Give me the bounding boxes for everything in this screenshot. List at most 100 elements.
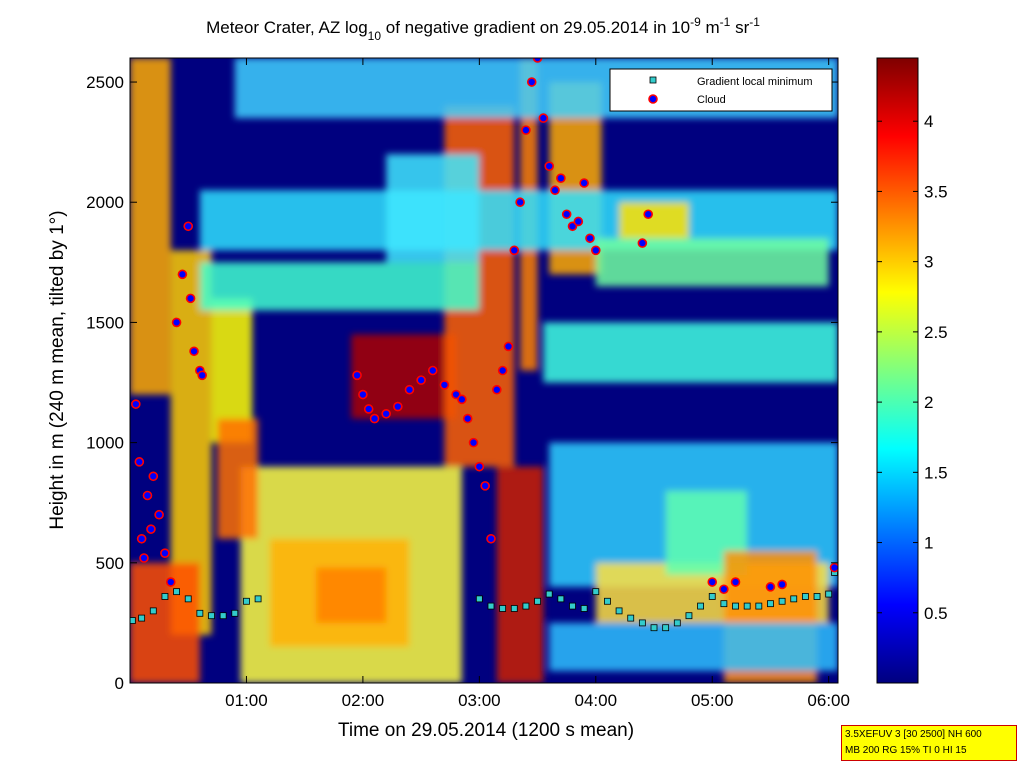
cloud-point: [134, 457, 145, 467]
cloud-point: [532, 58, 543, 63]
y-tick-label: 1500: [86, 313, 124, 332]
gradient-minimum-point: [650, 624, 658, 632]
cloud-point: [148, 471, 159, 482]
colorbar-ticks: 0.5 1 1.5 2 2.5 3 3.5 4: [877, 112, 948, 623]
cloud-point: [474, 461, 485, 472]
cloud-point: [765, 582, 776, 592]
heatmap-region: [130, 562, 200, 683]
gradient-minimum-point: [231, 609, 239, 617]
cloud-point: [136, 533, 147, 544]
heatmap-region: [217, 418, 259, 539]
gradient-minimum-point: [778, 597, 786, 605]
cloud-point: [585, 233, 595, 244]
gradient-minimum-point: [743, 602, 751, 610]
heatmap-field: [130, 58, 838, 683]
heatmap-region: [130, 58, 171, 395]
gradient-minimum-point: [673, 619, 681, 627]
gradient-minimum-point: [534, 597, 541, 605]
y-tick-label: 1000: [86, 434, 124, 453]
gradient-minimum-point: [130, 617, 136, 624]
gradient-minimum-point: [522, 602, 530, 610]
gradient-minimum-point: [196, 609, 204, 617]
cloud-point: [497, 365, 508, 376]
gradient-minimum-point: [475, 595, 483, 603]
gradient-minimum-point: [499, 605, 507, 612]
cloud-point: [550, 185, 560, 196]
heatmap-region: [316, 567, 387, 623]
cloud-point: [146, 524, 156, 534]
x-tick-label: 02:00: [342, 691, 385, 710]
cloud-point: [521, 125, 531, 135]
x-tick-label: 05:00: [691, 691, 734, 710]
heatmap-region: [386, 154, 480, 263]
gradient-minimum-point: [662, 624, 670, 632]
chart-title: Meteor Crater, AZ log10 of negative grad…: [206, 15, 760, 43]
cloud-point: [352, 370, 362, 381]
cloud-point: [165, 577, 176, 587]
colorbar-tick-label: 0.5: [924, 604, 948, 623]
colorbar-tick-label: 3: [924, 253, 933, 272]
y-tick-label: 2500: [86, 73, 124, 92]
cloud-point: [561, 209, 572, 220]
heatmap-region: [595, 238, 829, 287]
cloud-point: [393, 401, 403, 412]
gradient-minimum-point: [580, 605, 588, 612]
gradient-minimum-point: [790, 595, 798, 603]
gradient-minimum-point: [254, 595, 262, 603]
cloud-point: [183, 221, 194, 232]
heatmap-region: [199, 262, 480, 311]
parameter-info-box: 3.5XEFUV 3 [30 2500] NH 600 MB 200 RG 15…: [841, 725, 1017, 761]
gradient-minimum-point: [173, 588, 180, 596]
cloud-point: [480, 481, 490, 491]
gradient-minimum-point: [184, 595, 192, 603]
info-line-2: MB 200 RG 15% TI 0 HI 15: [845, 745, 967, 756]
cloud-point: [197, 370, 207, 381]
gradient-minimum-point: [801, 593, 809, 600]
cloud-point: [719, 584, 729, 595]
cloud-point: [544, 161, 555, 171]
heatmap-region: [619, 202, 689, 239]
gradient-minimum-point: [557, 595, 565, 603]
legend-box: [609, 68, 833, 112]
heatmap-region: [549, 622, 838, 671]
cloud-point: [579, 178, 589, 188]
x-axis-ticks: 01:00 02:00 03:00 04:00 05:00 06:00: [225, 58, 850, 710]
gradient-minimum-point: [638, 619, 646, 627]
colorbar-gradient: [876, 57, 919, 684]
gradient-minimum-point: [708, 593, 716, 600]
cloud-point: [468, 437, 479, 448]
info-line-1: 3.5XEFUV 3 [30 2500] NH 600: [845, 729, 982, 740]
colorbar: 0.5 1 1.5 2 2.5 3 3.5 4: [876, 57, 948, 684]
colorbar-tick-label: 2.5: [924, 323, 948, 342]
cloud-point: [643, 209, 653, 220]
colorbar-tick-label: 1.5: [924, 463, 948, 482]
cloud-point: [777, 579, 787, 590]
cloud-point: [730, 577, 741, 587]
y-axis-ticks: 0 500 1000 1500 2000 2500: [86, 73, 838, 693]
cloud-point: [416, 375, 426, 385]
cloud-point: [171, 317, 182, 328]
colorbar-tick-label: 3.5: [924, 182, 948, 201]
cloud-point: [404, 384, 415, 395]
cloud-point: [131, 399, 141, 409]
gradient-minimum-point: [569, 602, 576, 610]
gradient-minimum-point: [243, 597, 250, 605]
cloud-point: [427, 365, 438, 376]
gradient-minimum-point: [685, 612, 693, 620]
cloud-point: [509, 245, 520, 256]
cloud-point: [462, 413, 473, 424]
cloud-point: [829, 562, 838, 573]
gradient-minimum-point: [604, 597, 611, 605]
legend-label-cloud: Cloud: [697, 94, 726, 106]
cloud-point: [177, 269, 188, 280]
colorbar-tick-label: 1: [924, 534, 933, 553]
gradient-minimum-point: [825, 590, 833, 598]
gradient-minimum-point: [138, 614, 146, 622]
cloud-point: [457, 394, 467, 405]
cloud-point: [358, 389, 368, 400]
plot-frame: [129, 57, 839, 684]
cloud-point: [492, 384, 502, 395]
cloud-point: [142, 490, 153, 501]
legend: Gradient local minimum Cloud: [609, 68, 833, 112]
legend-marker-cloud: [648, 94, 658, 104]
